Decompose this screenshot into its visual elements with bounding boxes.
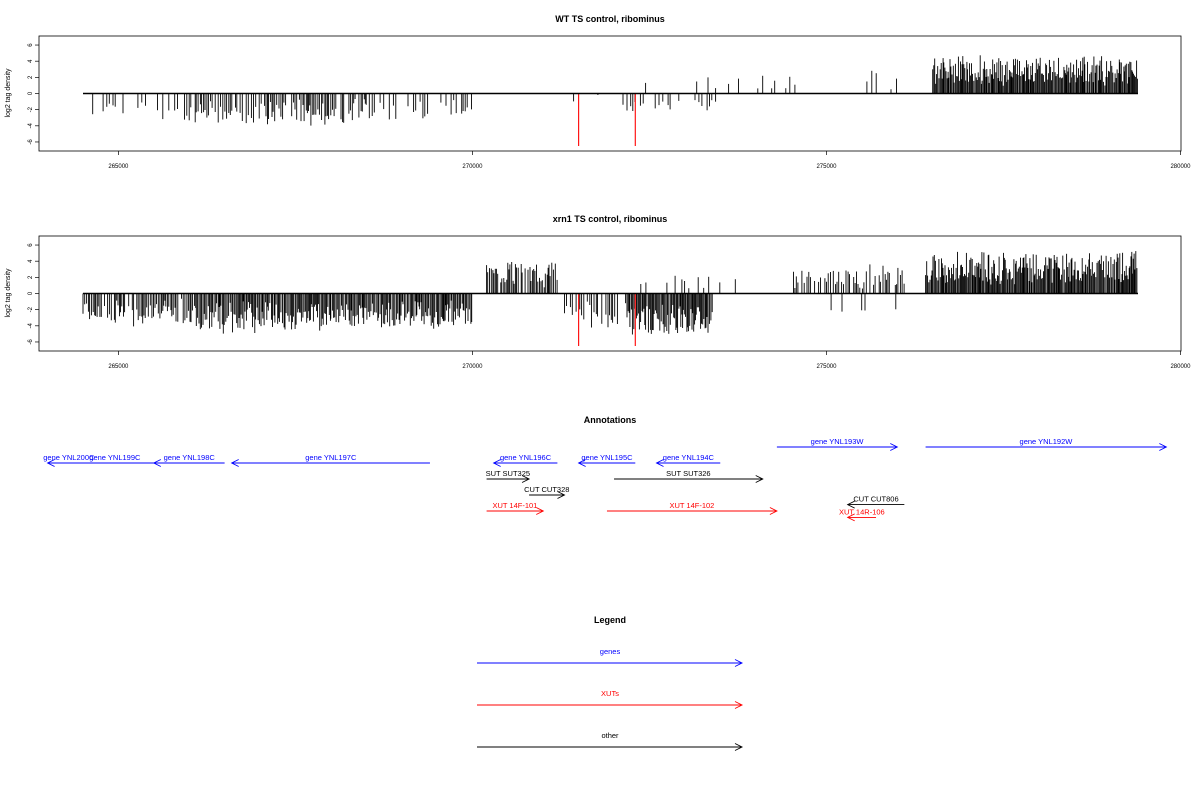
legend-arrowhead: [734, 701, 744, 709]
feature-arrowhead: [230, 459, 239, 467]
legend-label: genes: [600, 647, 621, 656]
feature-label: CUT CUT328: [524, 485, 569, 494]
annotation-feature: gene YNL198C: [152, 453, 225, 467]
legend-label: XUTs: [601, 689, 619, 698]
y-tick-label: 6: [28, 43, 34, 47]
legend-title: Legend: [594, 615, 626, 625]
wt-track-title: WT TS control, ribominus: [555, 14, 665, 24]
y-tick-label: 2: [28, 275, 34, 279]
feature-label: XUT 14R-106: [839, 507, 885, 516]
legend-label: other: [601, 731, 619, 740]
feature-label: gene YNL194C: [663, 453, 715, 462]
feature-arrowhead: [577, 459, 586, 467]
y-tick-label: -2: [28, 106, 34, 112]
y-tick-label: -6: [28, 139, 34, 145]
xrn1-y-axis-label: log2 tag density: [5, 268, 12, 318]
legend-item: genes: [477, 647, 744, 667]
legend-item: XUTs: [477, 689, 744, 709]
legend-arrowhead: [734, 743, 744, 751]
feature-label: XUT 14F-102: [669, 501, 714, 510]
y-tick-label: 2: [28, 75, 34, 79]
y-tick-label: 0: [28, 91, 34, 95]
feature-arrowhead: [536, 507, 545, 515]
feature-label: gene YNL197C: [305, 453, 357, 462]
feature-label: SUT SUT326: [666, 469, 710, 478]
feature-arrowhead: [46, 459, 55, 467]
x-tick-label: 270000: [462, 164, 483, 170]
y-tick-label: -4: [28, 322, 34, 328]
annotations-title: Annotations: [584, 415, 637, 425]
x-tick-label: 280000: [1170, 364, 1191, 370]
feature-arrowhead: [521, 475, 531, 483]
feature-label: gene YNL196C: [500, 453, 552, 462]
annotation-feature: SUT SUT326: [614, 469, 764, 483]
feature-label: SUT SUT325: [486, 469, 530, 478]
feature-arrowhead: [492, 459, 501, 467]
x-tick-label: 280000: [1170, 164, 1191, 170]
legend-items: genes XUTs other: [477, 647, 744, 751]
x-tick-label: 270000: [462, 364, 483, 370]
x-tick-label: 275000: [816, 364, 837, 370]
annotation-feature: XUT 14F-101: [486, 501, 545, 515]
legend-panel: Legend genes XUTs other: [477, 615, 744, 751]
xrn1-track-panel: xrn1 TS control, ribominus log2 tag dens…: [5, 214, 1191, 370]
legend-item: other: [477, 731, 744, 751]
y-tick-label: 4: [28, 59, 34, 63]
x-tick-label: 265000: [108, 164, 129, 170]
xrn1-track-title: xrn1 TS control, ribominus: [553, 214, 668, 224]
feature-arrowhead: [846, 500, 855, 509]
annotation-feature: SUT SUT325: [486, 469, 531, 483]
y-tick-label: -4: [28, 122, 34, 128]
x-tick-label: 265000: [108, 364, 129, 370]
feature-arrowhead: [152, 459, 162, 467]
feature-label: gene YNL200C: [43, 453, 95, 462]
annotation-feature: XUT 14R-106: [839, 507, 885, 522]
feature-label: XUT 14F-101: [492, 501, 537, 510]
feature-arrowhead: [557, 491, 566, 499]
annotation-feature: CUT CUT328: [524, 485, 569, 499]
annotation-feature: XUT 14F-102: [606, 501, 778, 515]
feature-arrowhead: [655, 459, 664, 467]
annotation-feature: gene YNL196C: [492, 453, 558, 467]
feature-label: gene YNL198C: [164, 453, 216, 462]
feature-label: gene YNL193W: [811, 437, 865, 446]
feature-label: gene YNL199C: [89, 453, 141, 462]
annotation-feature: gene YNL192W: [925, 437, 1168, 451]
y-tick-label: 0: [28, 291, 34, 295]
y-tick-label: -6: [28, 339, 34, 345]
annotation-feature: gene YNL194C: [655, 453, 721, 467]
feature-arrowhead: [1159, 443, 1168, 451]
xrn1-plot-area: -6 -4 -2 0 2 4 6 265000 270000 275000 280000: [28, 243, 1191, 370]
feature-label: gene YNL195C: [581, 453, 633, 462]
y-tick-label: -2: [28, 306, 34, 312]
wt-track-panel: WT TS control, ribominus log2 tag densit…: [5, 14, 1191, 170]
feature-arrowhead: [769, 507, 778, 515]
wt-y-axis-label: log2 tag density: [5, 68, 12, 118]
feature-label: gene YNL192W: [1020, 437, 1074, 446]
feature-arrowhead: [755, 475, 764, 483]
annotation-feature: gene YNL193W: [776, 437, 899, 451]
feature-arrowhead: [846, 513, 855, 522]
wt-plot-area: -6 -4 -2 0 2 4 6 265000 270000 275000 280000: [28, 43, 1191, 170]
annotation-feature: gene YNL197C: [230, 453, 430, 467]
x-tick-label: 275000: [816, 164, 837, 170]
feature-label: CUT CUT806: [853, 495, 898, 504]
legend-arrowhead: [734, 659, 744, 667]
y-tick-label: 4: [28, 259, 34, 263]
y-tick-label: 6: [28, 243, 34, 247]
annotation-feature: CUT CUT806: [846, 495, 905, 509]
feature-arrowhead: [890, 443, 899, 451]
annotation-feature: gene YNL195C: [577, 453, 636, 467]
